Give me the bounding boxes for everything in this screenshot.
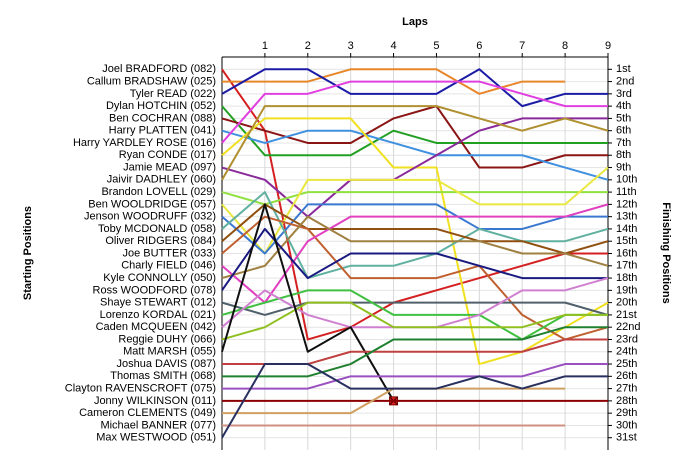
y2-tick-label: 12th bbox=[616, 198, 637, 210]
y-tick-label: Dylan HOTCHIN (052) bbox=[106, 100, 216, 112]
series-line bbox=[221, 129, 609, 181]
y2-tick-label: 10th bbox=[616, 174, 637, 186]
x-tick-label: 5 bbox=[433, 40, 439, 52]
y-tick-label: Tyler READ (022) bbox=[130, 88, 216, 100]
series-line bbox=[221, 191, 608, 206]
y2-tick-label: 2nd bbox=[616, 75, 634, 87]
y2-tick-label: 5th bbox=[616, 112, 631, 124]
y2-tick-label: 11th bbox=[616, 186, 637, 198]
y-tick-label: Joel BRADFORD (082) bbox=[102, 63, 216, 75]
y-tick-label: Harry YARDLEY ROSE (016) bbox=[73, 137, 216, 149]
series-line bbox=[221, 289, 608, 341]
y-tick-label: Ben COCHRAN (088) bbox=[109, 112, 216, 124]
y2-tick-label: 23rd bbox=[616, 333, 638, 345]
y-tick-label: Matt MARSH (055) bbox=[123, 346, 216, 358]
x-tick-label: 9 bbox=[605, 40, 611, 52]
y2-tick-label: 6th bbox=[616, 125, 631, 137]
x-tick-label: 4 bbox=[390, 40, 396, 52]
x-tick-label: 8 bbox=[562, 40, 568, 52]
y2-tick-label: 15th bbox=[616, 235, 637, 247]
y-tick-label: Reggie DUHY (066) bbox=[118, 333, 216, 345]
y-tick-label: Shaye STEWART (012) bbox=[100, 297, 216, 309]
y-tick-label: Thomas SMITH (068) bbox=[110, 370, 216, 382]
y-tick-label: Kyle CONNOLLY (050) bbox=[103, 272, 216, 284]
series-line bbox=[222, 326, 608, 378]
series-line bbox=[221, 301, 609, 316]
y2-tick-label: 21st bbox=[616, 309, 637, 321]
y-tick-label: Caden MCQUEEN (042) bbox=[96, 321, 216, 333]
y-tick-label: Jaivir DADHLEY (060) bbox=[107, 174, 216, 186]
y2-tick-label: 29th bbox=[616, 407, 637, 419]
series-line bbox=[222, 363, 608, 390]
series-line bbox=[221, 227, 608, 291]
series-line bbox=[221, 191, 609, 280]
y-tick-label: Joe BUTTER (033) bbox=[122, 247, 216, 259]
y-tick-label: Oliver RIDGERS (084) bbox=[105, 235, 216, 247]
y-tick-label: Ryan CONDE (017) bbox=[119, 149, 216, 161]
y-tick-label: Max WESTWOOD (051) bbox=[96, 432, 216, 444]
y2-tick-label: 19th bbox=[616, 284, 637, 296]
y2-tick-label: 20th bbox=[616, 297, 637, 309]
y2-tick-label: 30th bbox=[616, 419, 637, 431]
y2-tick-label: 14th bbox=[616, 223, 637, 235]
series-line bbox=[221, 105, 608, 157]
y2-axis-title: Finishing Positions bbox=[660, 202, 672, 303]
y2-tick-label: 27th bbox=[616, 383, 637, 395]
series-line bbox=[222, 68, 566, 95]
y2-tick-label: 13th bbox=[616, 211, 637, 223]
y-tick-label: Joshua DAVIS (087) bbox=[117, 358, 216, 370]
y2-tick-label: 16th bbox=[616, 247, 637, 259]
y-tick-label: Clayton RAVENSCROFT (075) bbox=[65, 383, 216, 395]
series-line bbox=[221, 215, 609, 280]
y2-tick-label: 18th bbox=[616, 272, 637, 284]
y2-tick-label: 9th bbox=[616, 161, 631, 173]
x-tick-label: 3 bbox=[348, 40, 354, 52]
y-tick-label: Ross WOODFORD (078) bbox=[93, 284, 216, 296]
y-tick-label: Michael BANNER (077) bbox=[100, 419, 216, 431]
y-tick-label: Brandon LOVELL (029) bbox=[101, 186, 216, 198]
x-tick-label: 2 bbox=[305, 40, 311, 52]
y2-tick-label: 31st bbox=[616, 432, 637, 444]
series-line bbox=[221, 301, 608, 341]
y2-tick-label: 8th bbox=[616, 149, 631, 161]
y-tick-label: Harry PLATTEN (041) bbox=[109, 125, 216, 137]
series-line bbox=[221, 203, 608, 255]
y2-tick-label: 3rd bbox=[616, 88, 632, 100]
y-tick-label: Jenson WOODRUFF (032) bbox=[84, 211, 216, 223]
y-tick-label: Toby MCDONALD (058) bbox=[98, 223, 216, 235]
y2-tick-label: 24th bbox=[616, 346, 637, 358]
y-tick-label: Jamie MEAD (097) bbox=[123, 161, 216, 173]
y2-tick-label: 26th bbox=[616, 370, 637, 382]
y-tick-label: Charly FIELD (046) bbox=[121, 260, 216, 272]
y-tick-label: Lorenzo KORDAL (021) bbox=[100, 309, 216, 321]
y-tick-label: Callum BRADSHAW (025) bbox=[87, 75, 216, 87]
series-line bbox=[221, 363, 608, 439]
y2-tick-label: 28th bbox=[616, 395, 637, 407]
y2-tick-label: 17th bbox=[616, 260, 637, 272]
series-line bbox=[221, 105, 609, 181]
y2-tick-label: 22nd bbox=[616, 321, 640, 333]
y2-tick-label: 7th bbox=[616, 137, 631, 149]
y2-tick-label: 4th bbox=[616, 100, 631, 112]
x-tick-label: 7 bbox=[519, 40, 525, 52]
y-tick-label: Ben WOOLDRIDGE (057) bbox=[88, 198, 216, 210]
y-tick-label: Jonny WILKINSON (011) bbox=[94, 395, 216, 407]
x-axis-title: Laps bbox=[402, 16, 428, 28]
series-line bbox=[221, 80, 608, 144]
x-tick-label: 6 bbox=[476, 40, 482, 52]
y2-tick-label: 1st bbox=[616, 63, 631, 75]
y-axis-title: Starting Positions bbox=[22, 206, 34, 300]
x-tick-label: 1 bbox=[262, 40, 268, 52]
y2-tick-label: 25th bbox=[616, 358, 637, 370]
series-line bbox=[221, 203, 609, 304]
y-tick-label: Cameron CLEMENTS (049) bbox=[79, 407, 216, 419]
series-line bbox=[221, 203, 609, 255]
